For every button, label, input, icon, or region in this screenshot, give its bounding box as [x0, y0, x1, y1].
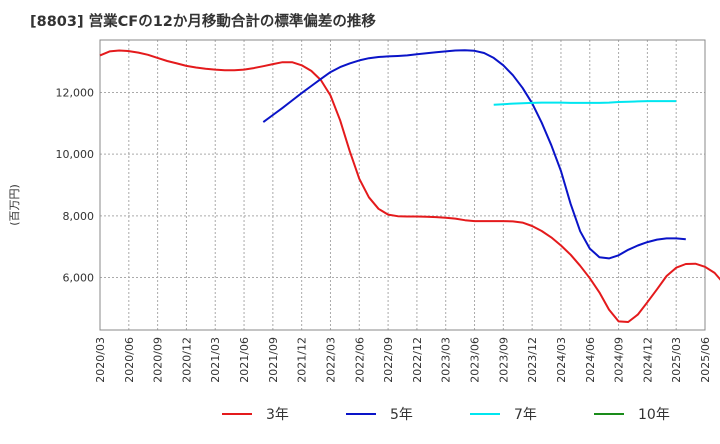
x-tick-label: 2021/09 — [267, 337, 280, 383]
legend-label: 10年 — [638, 407, 670, 423]
x-tick-label: 2021/12 — [296, 337, 309, 383]
legend-label: 3年 — [266, 407, 289, 423]
x-tick-label: 2023/06 — [469, 337, 482, 383]
x-tick-label: 2022/09 — [382, 337, 395, 383]
x-tick-label: 2022/03 — [324, 337, 337, 383]
x-tick-label: 2023/03 — [440, 337, 453, 383]
x-tick-label: 2023/12 — [526, 337, 539, 383]
y-axis-label: (百万円) — [8, 184, 21, 226]
legend-label: 7年 — [514, 407, 537, 423]
x-tick-label: 2024/03 — [555, 337, 568, 383]
y-tick-label: 10,000 — [56, 148, 95, 161]
x-tick-label: 2020/06 — [123, 337, 136, 383]
y-tick-label: 6,000 — [63, 272, 95, 285]
y-tick-label: 8,000 — [63, 210, 95, 223]
x-tick-label: 2022/12 — [411, 337, 424, 383]
x-tick-label: 2022/06 — [353, 337, 366, 383]
x-tick-label: 2025/06 — [699, 337, 712, 383]
x-tick-label: 2024/06 — [584, 337, 597, 383]
legend: 3年 5年 7年 10年 — [222, 407, 670, 423]
plot-frame — [99, 39, 706, 331]
chart-title: [8803] 営業CFの12か月移動合計の標準偏差の推移 — [30, 12, 376, 30]
x-tick-label: 2021/06 — [238, 337, 251, 383]
x-tick-label: 2021/03 — [209, 337, 222, 383]
grid-layer — [100, 40, 705, 330]
series-line-3年 — [99, 49, 720, 323]
legend-label: 5年 — [390, 407, 413, 423]
x-tick-label: 2023/09 — [497, 337, 510, 383]
series-layer — [99, 49, 720, 323]
y-tick-label: 12,000 — [56, 86, 95, 99]
x-tick-label: 2020/09 — [152, 337, 165, 383]
x-tick-label: 2024/12 — [641, 337, 654, 383]
x-tick-label: 2025/03 — [670, 337, 683, 383]
x-tick-label: 2020/12 — [180, 337, 193, 383]
series-line-5年 — [262, 49, 686, 260]
x-tick-labels: 2020/03 2020/06 2020/09 2020/12 2021/03 2021/… — [94, 337, 712, 383]
series-line-7年 — [493, 100, 677, 106]
y-tick-labels: 6,000 8,000 10,000 12,000 — [56, 86, 95, 284]
x-tick-label: 2020/03 — [94, 337, 107, 383]
x-tick-label: 2024/09 — [613, 337, 626, 383]
